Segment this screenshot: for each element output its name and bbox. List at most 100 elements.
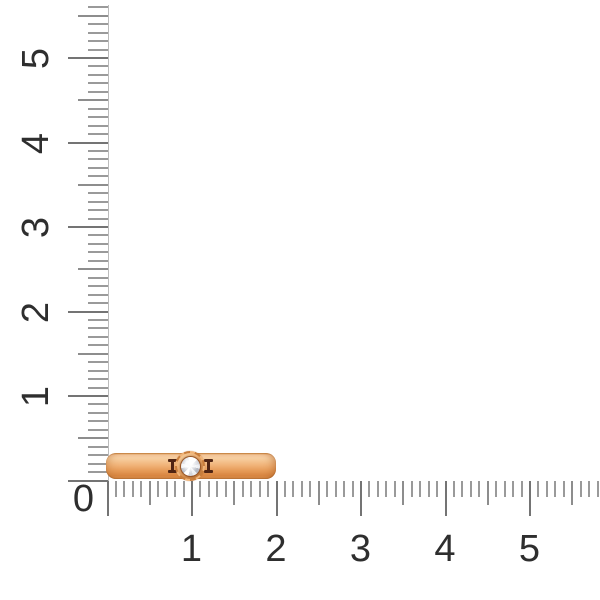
hruler-tick-minor	[385, 481, 388, 497]
vruler-tick-minor	[88, 149, 108, 152]
hruler-tick-minor	[461, 481, 464, 497]
hruler-tick-major	[360, 481, 362, 516]
hruler-label-4: 4	[434, 528, 457, 570]
vruler-tick-major	[68, 141, 108, 144]
hruler-tick-minor	[419, 481, 422, 497]
vruler-tick-minor	[88, 175, 108, 178]
vruler-label-5: 5	[15, 46, 57, 70]
vruler-tick-minor	[88, 445, 108, 448]
vruler-tick-minor	[88, 48, 108, 51]
gap-stem	[207, 462, 210, 470]
vruler-tick-major	[68, 479, 108, 482]
hruler-tick-minor	[562, 481, 565, 497]
hruler-tick-minor	[182, 481, 185, 497]
vruler-tick-minor	[88, 217, 108, 220]
vruler-tick-minor	[88, 158, 108, 161]
vruler-tick-minor	[88, 166, 108, 169]
hruler-tick-minor	[216, 481, 219, 497]
hruler-label-3: 3	[349, 528, 373, 570]
hruler-tick-minor	[300, 481, 303, 497]
hruler-tick-minor	[250, 481, 253, 497]
vruler-tick-minor	[88, 462, 108, 465]
vruler-tick-major	[68, 310, 108, 313]
vruler-tick-mid	[78, 268, 108, 271]
hruler-tick-minor	[326, 481, 329, 497]
hruler-tick-minor	[393, 481, 396, 497]
hruler-tick-minor	[343, 481, 346, 497]
vruler-tick-minor	[88, 6, 108, 9]
hruler-tick-minor	[478, 481, 481, 497]
gap-cap	[168, 470, 177, 473]
hruler-tick-major	[106, 481, 109, 516]
vruler-tick-minor	[88, 285, 108, 288]
vruler-tick-mid	[78, 183, 108, 186]
vruler-tick-minor	[88, 107, 108, 110]
hruler-tick-minor	[283, 481, 286, 497]
hruler-tick-minor	[554, 481, 557, 497]
hruler-tick-minor	[376, 481, 379, 497]
vruler-tick-minor	[88, 209, 108, 212]
hruler-tick-minor	[199, 481, 202, 497]
vruler-tick-minor	[88, 327, 108, 330]
vruler-tick-mid	[78, 352, 108, 355]
vruler-tick-minor	[88, 40, 108, 43]
hruler-tick-minor	[224, 481, 227, 497]
hruler-tick-minor	[131, 481, 134, 497]
hruler-tick-minor	[157, 481, 160, 497]
gap-stem	[171, 462, 174, 470]
hruler-tick-minor	[410, 481, 413, 497]
ring-stone-setting	[175, 451, 205, 481]
hruler-tick-minor	[241, 481, 244, 497]
hruler-tick-minor	[579, 481, 582, 497]
hruler-tick-minor	[520, 481, 523, 497]
hruler-tick-major	[444, 481, 447, 516]
hruler-tick-minor	[469, 481, 472, 497]
vruler-tick-minor	[88, 318, 108, 321]
vruler-tick-minor	[88, 31, 108, 34]
vruler-tick-minor	[88, 378, 108, 381]
hruler-tick-minor	[207, 481, 210, 497]
vruler-tick-minor	[88, 471, 108, 474]
hruler-tick-mid	[402, 481, 405, 505]
vruler-tick-mid	[78, 437, 108, 440]
vruler-tick-minor	[88, 276, 108, 279]
hruler-tick-minor	[368, 481, 371, 497]
vruler-tick-minor	[88, 420, 108, 423]
vruler-tick-minor	[88, 133, 108, 136]
vruler-tick-minor	[88, 65, 108, 68]
vruler-label-3: 3	[15, 215, 57, 239]
gap-cap	[204, 459, 213, 462]
hruler-tick-minor	[503, 481, 506, 497]
hruler-tick-mid	[148, 481, 151, 505]
vruler-tick-minor	[88, 251, 108, 254]
hruler-tick-minor	[588, 481, 591, 497]
hruler-tick-minor	[537, 481, 540, 497]
vruler-tick-minor	[88, 369, 108, 372]
vruler-tick-minor	[88, 192, 108, 195]
hruler-tick-minor	[452, 481, 455, 497]
hruler-label-1: 1	[180, 528, 204, 570]
vruler-tick-minor	[88, 454, 108, 457]
hruler-tick-minor	[123, 481, 126, 497]
vruler-label-1: 1	[15, 384, 57, 408]
hruler-tick-major	[275, 481, 278, 516]
gap-cap	[168, 459, 177, 462]
vruler-tick-minor	[88, 73, 108, 76]
vruler-tick-minor	[88, 242, 108, 245]
hruler-tick-minor	[165, 481, 168, 497]
vruler-tick-minor	[88, 90, 108, 93]
vruler-tick-minor	[88, 411, 108, 414]
vruler-tick-minor	[88, 335, 108, 338]
vruler-tick-minor	[88, 124, 108, 127]
vruler-tick-minor	[88, 259, 108, 262]
vruler-tick-minor	[88, 386, 108, 389]
vruler-tick-minor	[88, 234, 108, 237]
stone-highlight	[180, 456, 200, 476]
vruler-tick-minor	[88, 302, 108, 305]
hruler-tick-minor	[309, 481, 312, 497]
vruler-label-2: 2	[15, 300, 57, 323]
hruler-label-5: 5	[518, 528, 542, 570]
hruler-tick-minor	[512, 481, 515, 497]
ring-gallery-gap-right	[204, 459, 213, 473]
